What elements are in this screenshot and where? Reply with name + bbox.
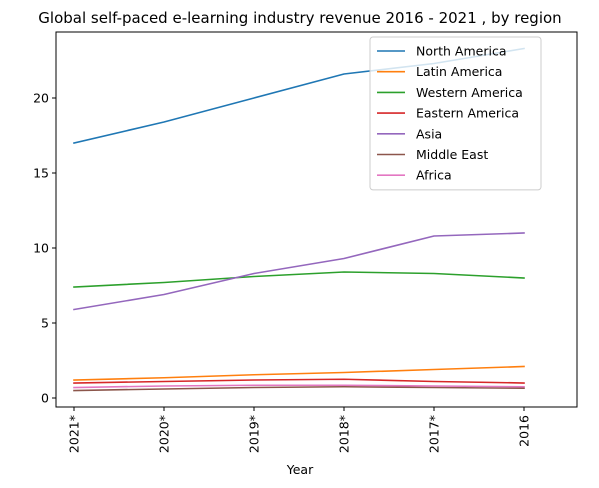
legend-label: North America xyxy=(416,44,507,59)
series-line-middle-east xyxy=(73,385,525,392)
x-tick-label: 2017* xyxy=(427,415,442,453)
series-line-eastern-america xyxy=(73,378,525,384)
legend-label: Western America xyxy=(416,85,523,100)
x-tick-label: 2019* xyxy=(247,415,262,453)
series-line-latin-america xyxy=(73,365,525,381)
series-line-asia xyxy=(73,232,525,311)
chart-title: Global self-paced e-learning industry re… xyxy=(38,9,561,27)
legend-label: Latin America xyxy=(416,64,502,79)
legend-label: Africa xyxy=(416,168,452,183)
x-tick-label: 2020* xyxy=(157,415,172,453)
y-tick-label: 20 xyxy=(33,91,49,106)
x-axis: 2021* 2020* 2019* 2018* 2017* 2016 xyxy=(67,407,532,453)
y-tick-label: 0 xyxy=(41,391,49,406)
x-tick-label: 2018* xyxy=(337,415,352,453)
y-tick-label: 15 xyxy=(33,166,49,181)
y-tick-label: 5 xyxy=(41,316,49,331)
x-tick-label: 2016 xyxy=(517,415,532,447)
series-line-western-america xyxy=(73,271,525,288)
legend-label: Eastern America xyxy=(416,106,519,121)
x-tick-label: 2021* xyxy=(67,415,82,453)
y-tick-label: 10 xyxy=(33,241,49,256)
legend: North America Latin America Western Americ… xyxy=(369,36,542,191)
legend-label: Asia xyxy=(416,126,442,141)
plot-area-frame xyxy=(55,31,578,408)
series-line-africa xyxy=(73,384,525,389)
x-axis-label: Year xyxy=(286,462,314,477)
legend-label: Middle East xyxy=(416,147,488,162)
legend-box xyxy=(369,36,542,191)
y-axis: 0 5 10 15 20 xyxy=(33,91,56,406)
